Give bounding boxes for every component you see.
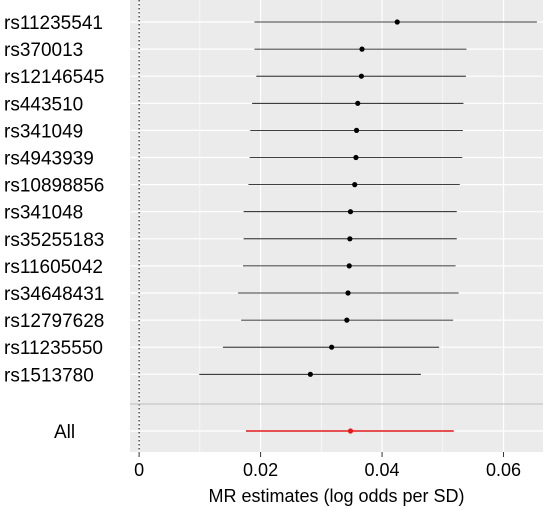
snp-label: rs1513780 [4,365,94,386]
snp-label: rs341048 [4,203,83,224]
snp-label: rs4943939 [4,149,94,170]
estimate-point [358,73,365,79]
snp-label: rs12146545 [4,67,104,88]
x-axis-ticks: 0 0.02 0.04 0.06 [134,452,521,480]
snp-label: rs370013 [4,40,83,61]
snp-label: rs11605042 [4,257,103,278]
snp-labels: rs11235541 rs370013 rs12146545 rs443510 rs34… [4,13,104,443]
snp-label: rs443510 [4,94,83,115]
snp-label: rs12797628 [4,311,104,332]
snp-label: rs34648431 [4,284,104,305]
snp-label: rs341049 [4,121,83,142]
estimate-point [359,46,365,52]
x-tick-label: 0.04 [365,460,400,480]
estimate-point [347,209,354,215]
estimate-point [347,236,353,242]
estimate-point [345,290,351,296]
x-tick-label: 0.02 [243,460,278,480]
x-axis-title: MR estimates (log odds per SD) [208,486,464,506]
snp-label: rs11235541 [4,13,103,34]
estimate-point [346,263,352,269]
overall-label: All [54,422,75,443]
estimate-point [353,154,359,161]
snp-label: rs35255183 [4,230,104,251]
estimate-point [353,127,360,133]
plot-panel [130,0,543,452]
x-tick-label: 0.06 [486,460,521,480]
x-tick-label: 0 [134,460,144,480]
estimate-point [394,19,400,25]
snp-label: rs10898856 [4,176,104,197]
estimate-point [307,371,313,377]
overall-estimate-point [347,428,354,434]
marks [199,19,537,434]
estimate-point [329,344,335,350]
estimate-point [344,317,350,323]
estimate-point [355,100,361,106]
snp-label: rs11235550 [4,338,103,359]
estimate-point [352,182,358,188]
